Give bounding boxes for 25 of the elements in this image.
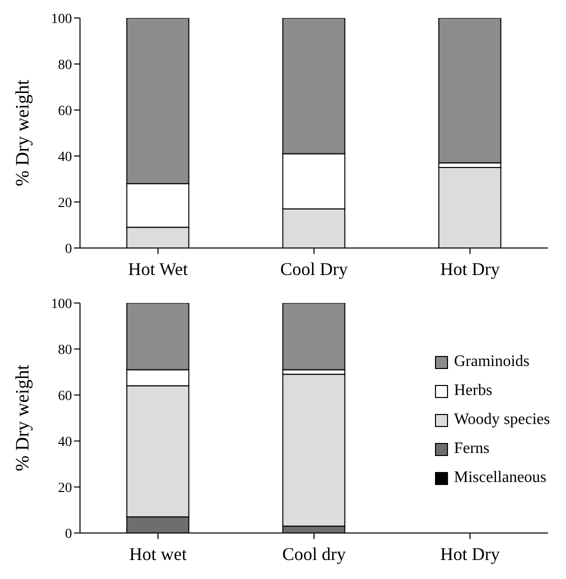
y-tick-label: 100 (51, 296, 72, 312)
legend-label: Ferns (454, 440, 490, 458)
y-tick-label: 100 (51, 12, 72, 27)
legend-label: Miscellaneous (454, 469, 546, 487)
y-tick-label: 40 (58, 434, 72, 450)
x-tick-label: Hot Dry (440, 258, 500, 279)
x-tick-label: Hot wet (129, 544, 187, 564)
y-axis-title: % Dry weight (12, 364, 34, 472)
y-tick-label: 20 (58, 196, 72, 211)
x-tick-label: Hot Wet (128, 258, 188, 279)
y-tick-label: 20 (58, 480, 72, 496)
y-tick-label: 80 (58, 58, 72, 73)
legend-label: Woody species (454, 411, 550, 429)
y-tick-label: 40 (58, 150, 72, 165)
y-tick-label: 0 (65, 242, 72, 257)
legend-label: Graminoids (454, 353, 530, 371)
y-axis-title: % Dry weight (12, 78, 34, 186)
y-tick-label: 0 (65, 526, 72, 542)
x-tick-label: Hot Dry (440, 544, 500, 564)
y-tick-label: 60 (58, 104, 72, 119)
x-tick-label: Cool dry (282, 544, 346, 564)
x-tick-label: Cool Dry (280, 258, 348, 279)
legend-label: Herbs (454, 382, 492, 400)
y-tick-label: 60 (58, 388, 72, 404)
y-tick-label: 80 (58, 342, 72, 358)
